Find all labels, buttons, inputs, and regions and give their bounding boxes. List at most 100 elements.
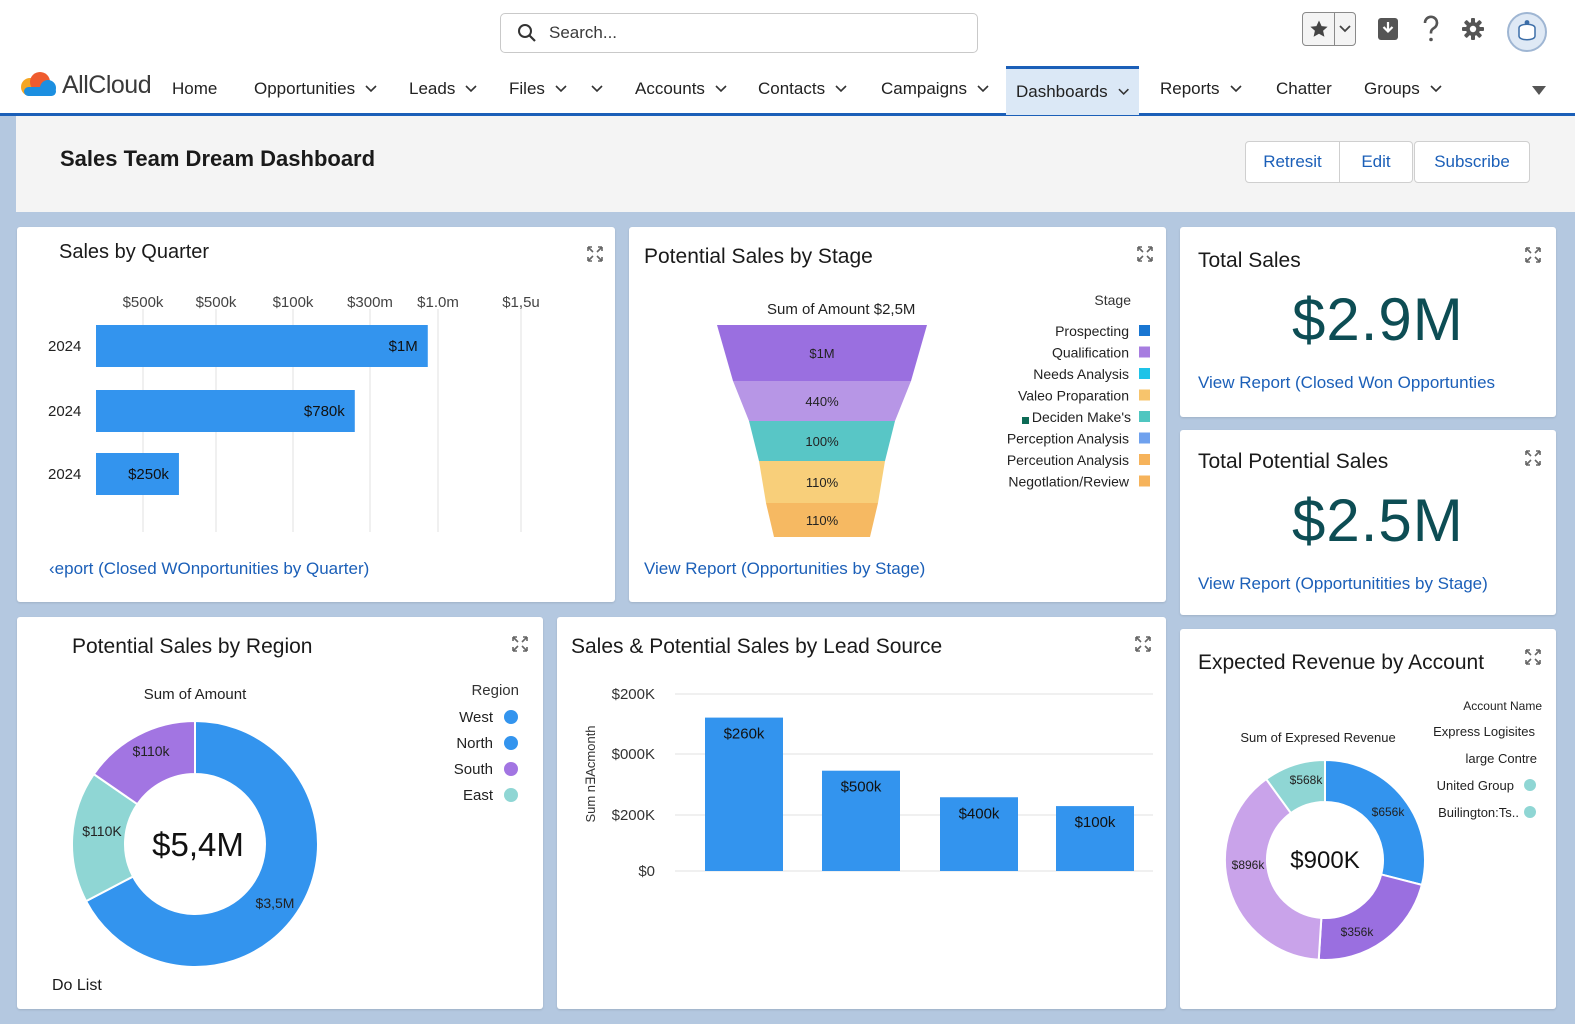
legend-label: West xyxy=(459,709,494,726)
legend-swatch xyxy=(1139,368,1150,379)
card-sales-by-region: Potential Sales by Region Sum of Amount $… xyxy=(17,617,543,1009)
legend-swatch xyxy=(1139,325,1150,336)
donut-center-label: $5,4M xyxy=(152,826,244,863)
nav-contacts[interactable]: Contacts xyxy=(758,64,847,113)
axis-tick-label: $100k xyxy=(273,294,314,311)
funnel-segment-label: $1M xyxy=(809,346,834,361)
chevron-down-icon[interactable] xyxy=(1335,25,1355,33)
bar-data-label: $1M xyxy=(389,338,418,355)
chevron-down-icon[interactable] xyxy=(1229,84,1242,93)
avatar[interactable] xyxy=(1507,12,1547,52)
chevron-down-icon[interactable] xyxy=(715,84,727,93)
chart-subtitle: Sum of Amount xyxy=(144,686,247,703)
view-report-link[interactable]: View Report (Closed Won Opportunties xyxy=(1198,373,1496,392)
chevron-down-icon[interactable] xyxy=(591,84,603,93)
chevron-down-icon[interactable] xyxy=(977,84,989,93)
nav-campaigns[interactable]: Campaigns xyxy=(881,64,989,113)
expand-icon[interactable] xyxy=(1525,450,1541,466)
axis-tick-label: $1,5u xyxy=(502,294,540,311)
app-nav-bar: AllCloud Home Opportunities Leads Files … xyxy=(0,64,1575,116)
slice-label: $896k xyxy=(1232,858,1266,872)
funnel-segment-label: 440% xyxy=(805,394,839,409)
bar-data-label: $260k xyxy=(724,726,765,743)
chevron-down-icon[interactable] xyxy=(555,84,567,93)
sales-by-quarter-chart: $500k $500k $100k $300m $1.0m $1,5u $1M 2024 $78… xyxy=(48,294,540,532)
funnel-segment xyxy=(717,325,927,381)
category-label: 2024 xyxy=(48,338,81,355)
expand-icon[interactable] xyxy=(1135,636,1151,652)
to-do-list-label[interactable]: Do List xyxy=(52,977,102,994)
cloud-logo-icon xyxy=(21,72,56,96)
view-report-link[interactable]: ‹eport (Closed WOnportunities by Quarter… xyxy=(49,559,370,578)
expand-icon[interactable] xyxy=(512,636,528,652)
nav-dashboards[interactable]: Dashboards xyxy=(1006,66,1139,115)
bar xyxy=(96,390,355,432)
favorites-button[interactable] xyxy=(1302,12,1356,46)
search-input[interactable] xyxy=(549,23,949,43)
nav-chatter[interactable]: Chatter xyxy=(1276,78,1332,98)
slice-label: $356k xyxy=(1341,925,1375,939)
card-total-sales: Total Sales $2.9M View Report (Closed Wo… xyxy=(1180,227,1556,417)
global-search[interactable] xyxy=(500,13,978,53)
legend-swatch xyxy=(1139,389,1150,401)
donut-slice xyxy=(1224,777,1323,961)
nav-accounts[interactable]: Accounts xyxy=(635,64,727,113)
nav-groups[interactable]: Groups xyxy=(1364,64,1442,113)
region-donut-chart: Sum of Amount $3,5M $110K $110k $5,4M Region W… xyxy=(71,682,519,968)
card-title: Potential Sales by Region xyxy=(72,635,313,658)
axis-tick-label: $1.0m xyxy=(417,294,459,311)
legend-swatch xyxy=(504,710,518,724)
star-icon[interactable] xyxy=(1303,13,1335,45)
legend-label: United Group xyxy=(1437,778,1514,793)
slice-label: $568k xyxy=(1290,773,1324,787)
donut-slice xyxy=(1324,758,1426,887)
nav-leads[interactable]: Leads xyxy=(409,64,477,113)
bar xyxy=(822,770,900,871)
download-icon[interactable] xyxy=(1376,12,1400,46)
chevron-down-icon[interactable] xyxy=(465,84,477,93)
legend-swatch xyxy=(504,736,518,750)
card-title: Expected Revenue by Account xyxy=(1198,651,1485,674)
legend-bullet xyxy=(1022,417,1029,424)
chart-subtitle: Sum of Amount $2,5M xyxy=(767,301,915,318)
donut-slice xyxy=(92,719,196,806)
nav-reports[interactable]: Reports xyxy=(1160,64,1242,113)
nav-files[interactable]: Files xyxy=(509,64,603,113)
chevron-down-icon[interactable] xyxy=(1430,84,1442,93)
gear-icon[interactable] xyxy=(1460,12,1486,46)
nav-overflow-caret-icon[interactable] xyxy=(1532,82,1546,100)
legend-label: North xyxy=(456,735,493,752)
dashboard-actions: Retresit Edit xyxy=(1245,141,1413,183)
total-sales-value: $2.9M xyxy=(1292,286,1464,353)
subscribe-button[interactable]: Subscribe xyxy=(1414,141,1530,183)
nav-home[interactable]: Home xyxy=(172,78,218,98)
axis-tick-label: $0 xyxy=(638,863,655,880)
expand-icon[interactable] xyxy=(1137,246,1153,262)
axis-tick-label: $500k xyxy=(123,294,164,311)
view-report-link[interactable]: View Report (Opportunitities by Stage) xyxy=(1198,574,1488,593)
expand-icon[interactable] xyxy=(1525,649,1541,665)
axis-tick-label: $200K xyxy=(612,807,655,824)
view-report-link[interactable]: View Report (Opportunities by Stage) xyxy=(644,559,926,578)
bar xyxy=(96,453,179,495)
retreat-button[interactable]: Retresit xyxy=(1245,141,1340,183)
app-logo[interactable]: AllCloud xyxy=(18,70,152,100)
help-icon[interactable] xyxy=(1419,12,1443,46)
chevron-down-icon[interactable] xyxy=(835,84,847,93)
edit-button[interactable]: Edit xyxy=(1340,141,1413,183)
expand-icon[interactable] xyxy=(1525,247,1541,263)
card-title: Total Potential Sales xyxy=(1198,450,1389,473)
card-lead-source: Sales & Potential Sales by Lead Source $… xyxy=(557,617,1166,1009)
chevron-down-icon[interactable] xyxy=(1118,88,1129,96)
funnel-segment-label: 100% xyxy=(805,434,839,449)
bar xyxy=(96,325,428,367)
legend-label: Deciden Make's xyxy=(1032,409,1131,425)
chevron-down-icon[interactable] xyxy=(365,84,377,93)
global-header xyxy=(0,0,1575,64)
chart-subtitle: Sum of Expresed Revenue xyxy=(1240,730,1395,745)
nav-opportunities[interactable]: Opportunities xyxy=(254,64,377,113)
expand-icon[interactable] xyxy=(587,246,603,262)
legend-swatch xyxy=(1524,806,1536,818)
legend-label: Express Logisites xyxy=(1433,724,1535,739)
legend-label: South xyxy=(454,761,493,778)
